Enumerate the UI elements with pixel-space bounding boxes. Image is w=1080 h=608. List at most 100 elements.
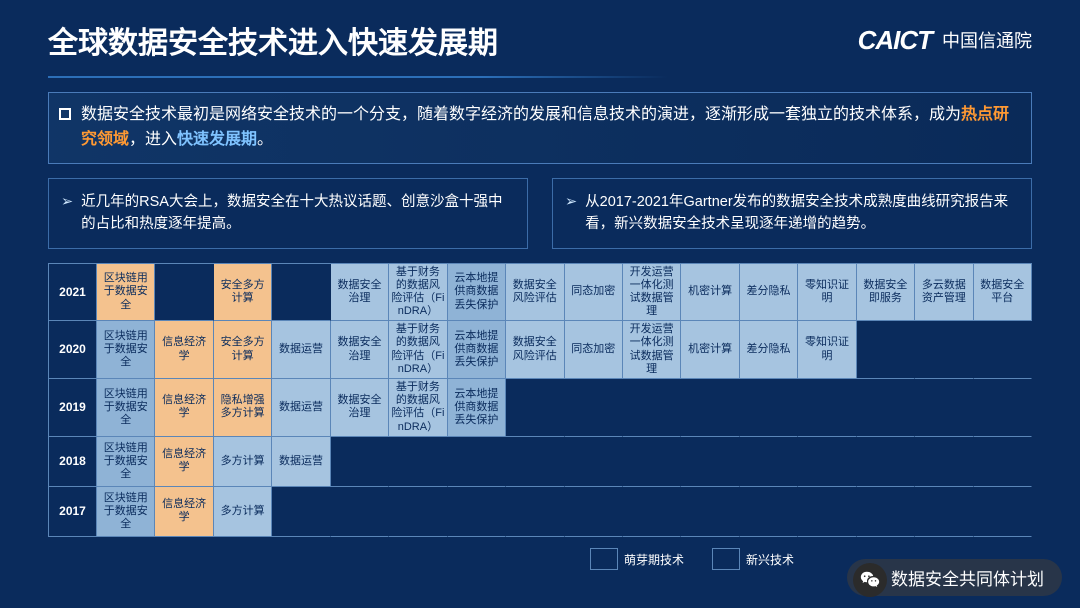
- empty-cell: [448, 437, 506, 487]
- tech-cell: 数据安全治理: [331, 264, 389, 322]
- empty-cell: [974, 321, 1032, 379]
- tech-cell: 多方计算: [214, 487, 272, 537]
- legend-label: 新兴技术: [746, 551, 794, 568]
- tech-cell: 区块链用于数据安全: [97, 437, 155, 487]
- tech-cell: 零知识证明: [798, 264, 856, 322]
- empty-cell: [681, 487, 739, 537]
- empty-cell: [857, 321, 915, 379]
- empty-cell: [331, 487, 389, 537]
- tech-cell: 数据安全治理: [331, 379, 389, 437]
- desc-pre: 数据安全技术最初是网络安全技术的一个分支，随着数字经济的发展和信息技术的演进，逐…: [81, 106, 961, 123]
- desc-hl2: 快速发展期: [177, 131, 257, 148]
- year-cell: 2021: [49, 264, 97, 322]
- arrow-icon: ➢: [565, 191, 577, 236]
- description-text: 数据安全技术最初是网络安全技术的一个分支，随着数字经济的发展和信息技术的演进，逐…: [81, 103, 1015, 153]
- tech-cell: 区块链用于数据安全: [97, 321, 155, 379]
- callout-right: ➢ 从2017-2021年Gartner发布的数据安全技术成熟度曲线研究报告来看…: [552, 178, 1032, 249]
- tech-cell: 开发运营一体化测试数据管理: [623, 264, 681, 322]
- page-title: 全球数据安全技术进入快速发展期: [48, 18, 498, 62]
- legend-item: 新兴技术: [712, 548, 794, 570]
- wechat-badge[interactable]: 数据安全共同体计划: [847, 559, 1062, 596]
- year-cell: 2017: [49, 487, 97, 537]
- tech-cell: 机密计算: [681, 321, 739, 379]
- tech-cell: 区块链用于数据安全: [97, 487, 155, 537]
- callout-right-text: 从2017-2021年Gartner发布的数据安全技术成熟度曲线研究报告来看，新…: [585, 191, 1015, 236]
- desc-post: 。: [257, 131, 273, 148]
- empty-cell: [506, 487, 564, 537]
- callout-left-text: 近几年的RSA大会上，数据安全在十大热议话题、创意沙盒十强中的占比和热度逐年提高…: [81, 191, 511, 236]
- tech-cell: 区块链用于数据安全: [97, 379, 155, 437]
- empty-cell: [272, 264, 330, 322]
- logo: CAICT 中国信通院: [858, 25, 1032, 56]
- tech-cell: 数据安全治理: [331, 321, 389, 379]
- tech-cell: 云本地提供商数据丢失保护: [448, 321, 506, 379]
- tech-cell: 数据运营: [272, 379, 330, 437]
- empty-cell: [623, 379, 681, 437]
- header: 全球数据安全技术进入快速发展期 CAICT 中国信通院: [0, 0, 1080, 72]
- wechat-label: 数据安全共同体计划: [891, 565, 1044, 590]
- empty-cell: [623, 437, 681, 487]
- tech-cell: 同态加密: [565, 264, 623, 322]
- empty-cell: [740, 379, 798, 437]
- empty-cell: [857, 487, 915, 537]
- tech-cell: 基于财务的数据风险评估（FinDRA）: [389, 379, 447, 437]
- tech-cell: 云本地提供商数据丢失保护: [448, 264, 506, 322]
- legend-item: 萌芽期技术: [590, 548, 684, 570]
- logo-en: CAICT: [858, 25, 932, 56]
- empty-cell: [915, 321, 973, 379]
- tech-cell: 基于财务的数据风险评估（FinDRA）: [389, 264, 447, 322]
- tech-cell: 差分隐私: [740, 321, 798, 379]
- tech-cell: 数据安全即服务: [857, 264, 915, 322]
- empty-cell: [857, 379, 915, 437]
- empty-cell: [681, 379, 739, 437]
- tech-cell: 多方计算: [214, 437, 272, 487]
- callout-left: ➢ 近几年的RSA大会上，数据安全在十大热议话题、创意沙盒十强中的占比和热度逐年…: [48, 178, 528, 249]
- empty-cell: [915, 437, 973, 487]
- tech-cell: 信息经济学: [155, 437, 213, 487]
- bullet-icon: [59, 108, 71, 120]
- empty-cell: [974, 379, 1032, 437]
- empty-cell: [448, 487, 506, 537]
- arrow-icon: ➢: [61, 191, 73, 236]
- empty-cell: [506, 437, 564, 487]
- empty-cell: [331, 437, 389, 487]
- tech-cell: 隐私增强多方计算: [214, 379, 272, 437]
- tech-cell: 零知识证明: [798, 321, 856, 379]
- empty-cell: [974, 487, 1032, 537]
- empty-cell: [506, 379, 564, 437]
- tech-cell: 数据运营: [272, 437, 330, 487]
- timeline-grid: 2021区块链用于数据安全安全多方计算数据安全治理基于财务的数据风险评估（Fin…: [48, 263, 1032, 537]
- tech-cell: 安全多方计算: [214, 321, 272, 379]
- tech-cell: 机密计算: [681, 264, 739, 322]
- tech-cell: 数据安全风险评估: [506, 264, 564, 322]
- description-box: 数据安全技术最初是网络安全技术的一个分支，随着数字经济的发展和信息技术的演进，逐…: [48, 92, 1032, 164]
- tech-cell: 信息经济学: [155, 487, 213, 537]
- empty-cell: [389, 487, 447, 537]
- tech-cell: 数据安全平台: [974, 264, 1032, 322]
- empty-cell: [565, 379, 623, 437]
- tech-cell: 区块链用于数据安全: [97, 264, 155, 322]
- tech-cell: 信息经济学: [155, 321, 213, 379]
- empty-cell: [857, 437, 915, 487]
- year-cell: 2019: [49, 379, 97, 437]
- empty-cell: [155, 264, 213, 322]
- title-underline: [48, 76, 668, 78]
- tech-cell: 基于财务的数据风险评估（FinDRA）: [389, 321, 447, 379]
- empty-cell: [915, 487, 973, 537]
- legend-swatch: [712, 548, 740, 570]
- legend-label: 萌芽期技术: [624, 551, 684, 568]
- legend-swatch: [590, 548, 618, 570]
- empty-cell: [798, 487, 856, 537]
- empty-cell: [915, 379, 973, 437]
- callouts: ➢ 近几年的RSA大会上，数据安全在十大热议话题、创意沙盒十强中的占比和热度逐年…: [48, 178, 1032, 249]
- empty-cell: [389, 437, 447, 487]
- empty-cell: [565, 487, 623, 537]
- empty-cell: [740, 437, 798, 487]
- tech-cell: 同态加密: [565, 321, 623, 379]
- empty-cell: [272, 487, 330, 537]
- empty-cell: [565, 437, 623, 487]
- empty-cell: [681, 437, 739, 487]
- legend: 萌芽期技术 新兴技术: [590, 548, 794, 570]
- empty-cell: [740, 487, 798, 537]
- logo-cn: 中国信通院: [942, 27, 1032, 53]
